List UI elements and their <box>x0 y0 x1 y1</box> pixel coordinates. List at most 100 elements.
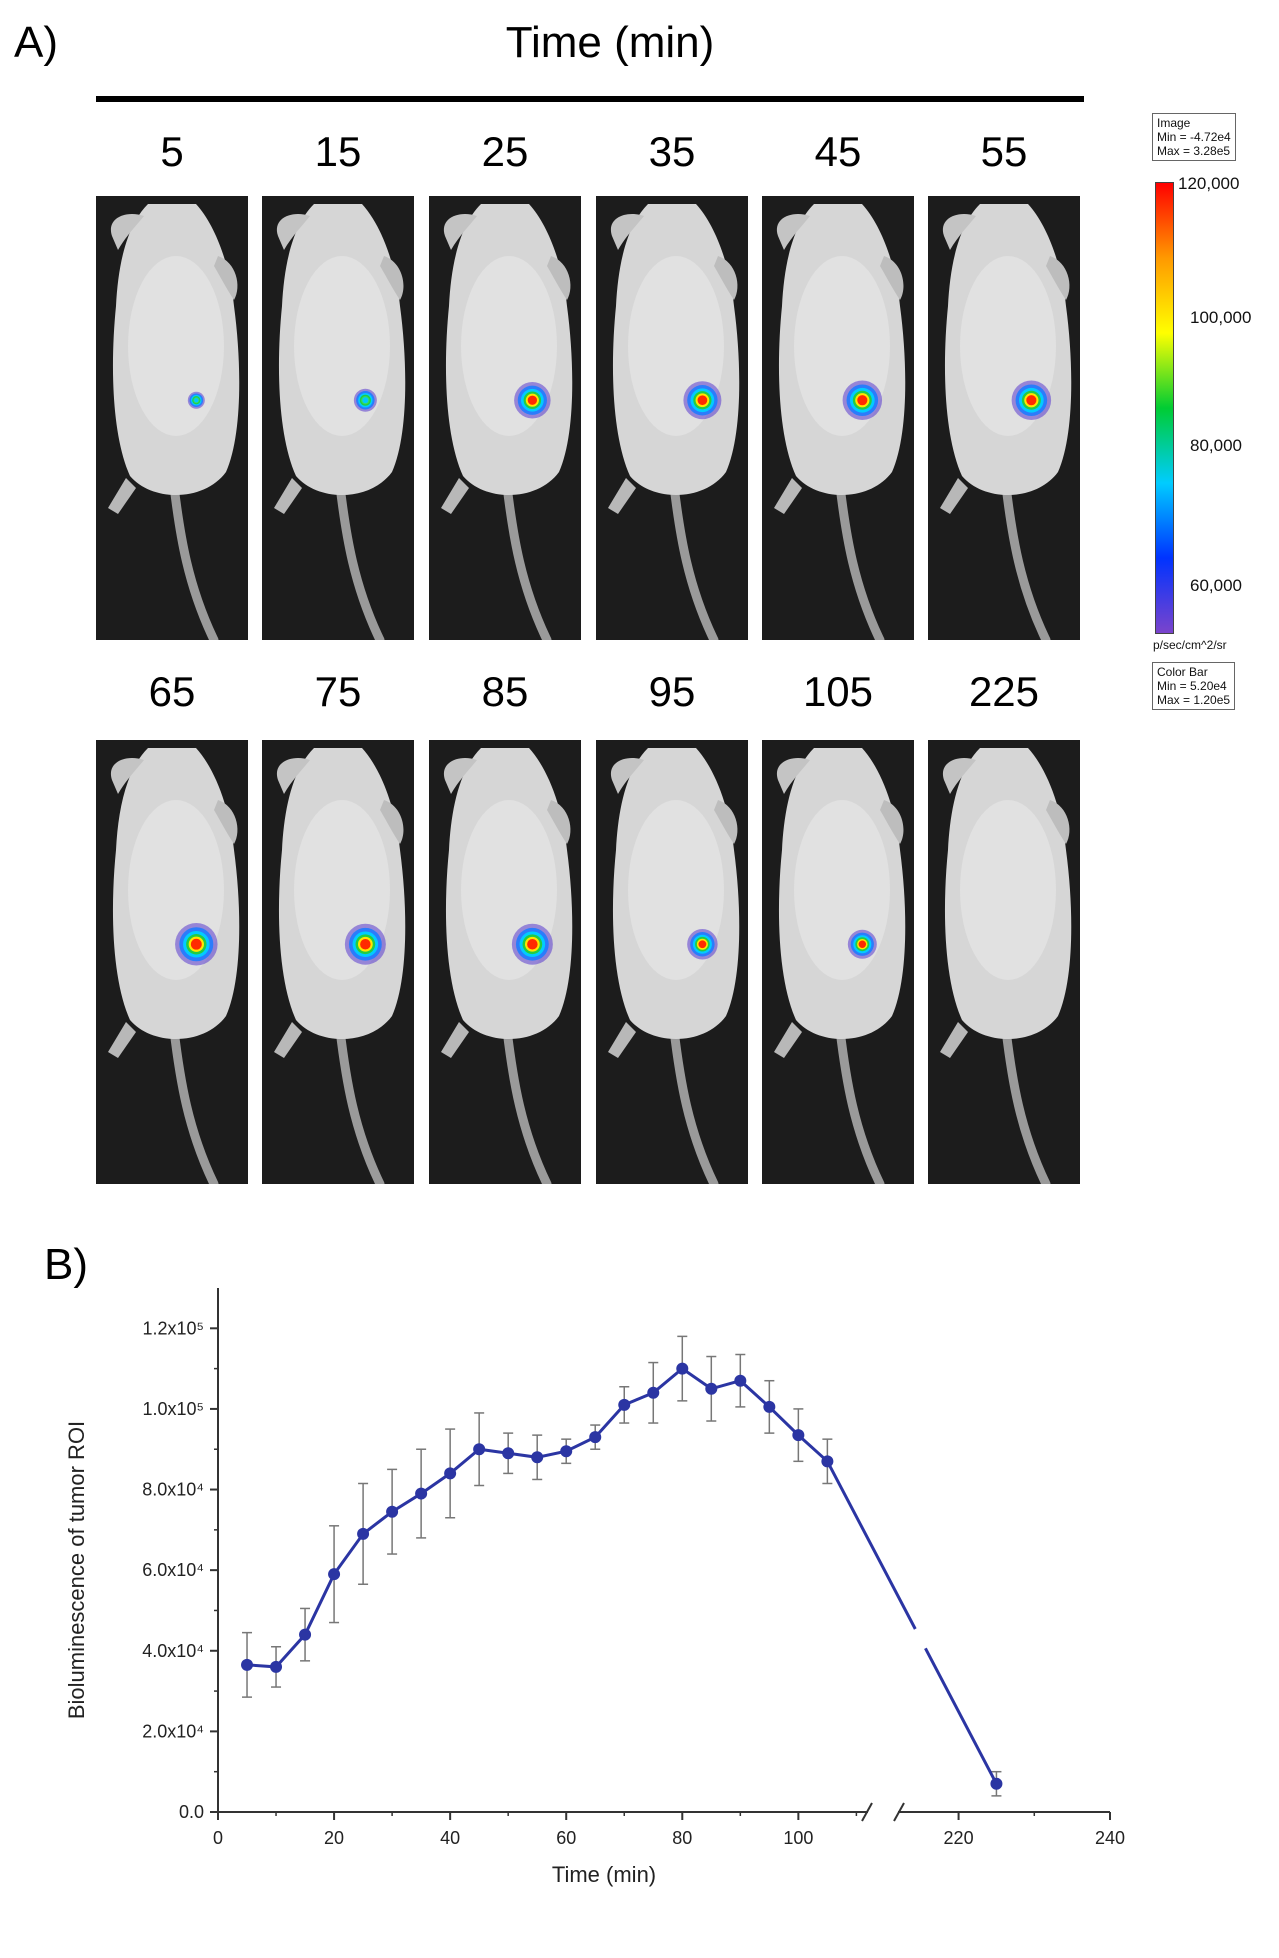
mouse-silhouette <box>596 740 748 1184</box>
mouse-image <box>596 740 748 1184</box>
panel-a-label: A) <box>14 18 58 67</box>
x-tick-label: 240 <box>1095 1828 1125 1848</box>
mouse-silhouette <box>262 196 414 640</box>
data-point <box>241 1658 254 1671</box>
image-range-box: Image Min = -4.72e4 Max = 3.28e5 <box>1152 113 1236 161</box>
color-bar-title: Color Bar <box>1157 665 1208 679</box>
y-tick-label: 1.0x10⁵ <box>142 1399 204 1419</box>
mouse-silhouette <box>429 740 581 1184</box>
mouse-image <box>96 196 248 640</box>
data-point <box>821 1455 834 1468</box>
color-bar-gradient <box>1155 182 1174 634</box>
image-range-min: Min = -4.72e4 <box>1157 130 1231 144</box>
colorbar-tick: 120,000 <box>1178 174 1240 193</box>
bioluminescence-spot <box>190 938 202 950</box>
x-tick-label: 40 <box>440 1828 460 1848</box>
y-tick-label: 4.0x10⁴ <box>142 1641 204 1661</box>
data-point <box>328 1568 341 1581</box>
timepoint-label: 85 <box>481 668 529 715</box>
mouse-silhouette <box>96 196 248 640</box>
timepoint-label: 55 <box>980 128 1028 175</box>
mouse-image <box>762 196 914 640</box>
mouse-silhouette <box>928 196 1080 640</box>
timepoint-label: 75 <box>314 668 362 715</box>
color-bar-min: Min = 5.20e4 <box>1157 679 1227 693</box>
x-tick-label: 220 <box>944 1828 974 1848</box>
mouse-image <box>762 740 914 1184</box>
bioluminescence-spot <box>697 395 708 406</box>
data-point <box>734 1374 747 1387</box>
data-point <box>792 1429 805 1442</box>
mouse-image <box>429 740 581 1184</box>
data-point <box>415 1487 428 1500</box>
bioluminescence-line-chart: 0.0 2.0x10⁴ 4.0x10⁴ 6.0x10⁴ 8.0x10⁴ 1.0x10⁵ 1.… <box>64 1288 1125 1887</box>
bioluminescence-spot <box>362 397 369 404</box>
color-bar-max: Max = 1.20e5 <box>1157 693 1231 707</box>
bioluminescence-spot <box>527 938 538 950</box>
colorbar-tick: 80,000 <box>1190 436 1242 455</box>
colorbar-unit: p/sec/cm^2/sr <box>1153 638 1227 652</box>
image-range-max: Max = 3.28e5 <box>1157 144 1231 158</box>
bioluminescence-spot <box>858 940 867 948</box>
mouse-silhouette <box>262 740 414 1184</box>
timepoint-label: 65 <box>148 668 196 715</box>
image-range-title: Image <box>1157 116 1191 130</box>
axis-break-mark <box>861 1802 873 1822</box>
data-point <box>270 1660 283 1673</box>
mouse-image <box>928 740 1080 1184</box>
bioluminescence-spot <box>360 938 371 950</box>
x-tick-label: 20 <box>324 1828 344 1848</box>
bioluminescence-spot <box>527 395 538 405</box>
mouse-image <box>928 196 1080 640</box>
y-tick-label: 1.2x10⁵ <box>142 1318 204 1338</box>
axis-break-mark <box>893 1802 905 1822</box>
mouse-silhouette <box>96 740 248 1184</box>
data-point <box>531 1451 544 1464</box>
data-point <box>560 1445 573 1458</box>
mouse-image <box>596 196 748 640</box>
data-point <box>502 1447 515 1460</box>
data-point <box>705 1382 718 1395</box>
data-point <box>990 1777 1003 1790</box>
mouse-image <box>262 196 414 640</box>
y-tick-label: 0.0 <box>179 1802 204 1822</box>
data-point <box>647 1386 660 1399</box>
data-point <box>763 1400 776 1413</box>
mouse-silhouette <box>762 740 914 1184</box>
x-tick-label: 0 <box>213 1828 223 1848</box>
timepoint-label: 95 <box>648 668 696 715</box>
mouse-silhouette <box>596 196 748 640</box>
series-line-segment <box>924 1647 998 1785</box>
mouse-image <box>96 740 248 1184</box>
data-point <box>357 1527 370 1540</box>
bioluminescence-spot <box>194 398 199 403</box>
data-point <box>473 1443 486 1456</box>
color-bar-range-box: Color Bar Min = 5.20e4 Max = 1.20e5 <box>1152 662 1236 710</box>
y-axis-title: Bioluminescence of tumor ROI <box>64 1421 89 1719</box>
time-axis-title: Time (min) <box>505 18 715 67</box>
y-tick-label: 2.0x10⁴ <box>142 1721 204 1741</box>
bioluminescence-spot <box>857 395 868 406</box>
mouse-image <box>262 740 414 1184</box>
data-point <box>386 1505 399 1518</box>
panel-b-label: B) <box>44 1240 88 1289</box>
mouse-image <box>429 196 581 640</box>
x-tick-label: 80 <box>672 1828 692 1848</box>
timepoint-label: 105 <box>802 668 874 715</box>
bioluminescence-spot <box>698 940 707 949</box>
series-line-segment <box>826 1460 917 1630</box>
timepoint-label: 45 <box>814 128 862 175</box>
data-point <box>444 1467 457 1480</box>
timepoint-label: 25 <box>481 128 529 175</box>
y-tick-label: 6.0x10⁴ <box>142 1560 204 1580</box>
timepoint-label: 225 <box>968 668 1040 715</box>
data-point <box>618 1398 631 1411</box>
data-point <box>589 1431 602 1444</box>
colorbar-tick: 100,000 <box>1190 308 1252 327</box>
time-bar-divider <box>96 96 1084 102</box>
x-axis-title: Time (min) <box>552 1862 656 1887</box>
x-tick-label: 100 <box>783 1828 813 1848</box>
bioluminescence-spot <box>1026 395 1037 406</box>
timepoint-label: 35 <box>648 128 696 175</box>
x-tick-label: 60 <box>556 1828 576 1848</box>
